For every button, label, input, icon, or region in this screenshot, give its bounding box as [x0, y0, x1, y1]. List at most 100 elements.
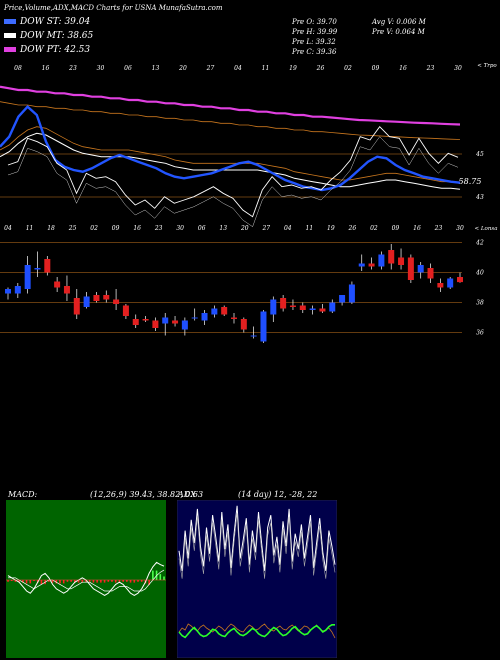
legend-swatch-icon: [4, 47, 16, 52]
date-label: 30: [456, 225, 464, 232]
candle: [54, 277, 61, 292]
candle-body: [181, 320, 188, 330]
candle: [24, 256, 31, 294]
macd-params: (12,26,9) 39.43, 38.82, 0.63: [90, 490, 204, 499]
date-label: 04: [234, 65, 242, 72]
candle: [191, 308, 198, 321]
candle-body: [221, 307, 228, 315]
candle-body: [309, 308, 316, 310]
candle-body: [152, 320, 159, 328]
candle: [34, 251, 41, 277]
candle-body: [122, 305, 129, 316]
candle-body: [83, 296, 90, 307]
date-label: 09: [392, 225, 400, 232]
candle-body: [142, 319, 149, 321]
date-label: 02: [344, 65, 352, 72]
pre-low: Pre L: 39.32: [292, 38, 336, 46]
candle: [181, 317, 188, 336]
legend-label: DOW PT: 42.53: [20, 45, 91, 55]
pre-close: Pre C: 39.36: [292, 48, 337, 56]
candle-body: [280, 298, 287, 309]
date-label: 11: [26, 225, 34, 232]
candle: [339, 295, 346, 306]
price-label: 58.75: [459, 177, 482, 186]
adx-line: [178, 505, 336, 571]
candle-body: [319, 308, 326, 312]
candle-body: [427, 268, 434, 279]
date-label: 16: [42, 65, 50, 72]
date-label: 13: [219, 225, 227, 232]
date-label: 30: [97, 65, 105, 72]
date-label: 13: [152, 65, 160, 72]
candle-body: [270, 299, 277, 315]
date-label: 09: [112, 225, 120, 232]
ema-mid-line: [0, 132, 461, 190]
candle: [398, 248, 405, 270]
date-label: 02: [370, 225, 378, 232]
ema-long-line: [0, 85, 461, 126]
signal-line: [8, 569, 165, 592]
candle-body: [398, 257, 405, 265]
candle: [289, 299, 296, 310]
candle: [368, 257, 375, 270]
candle-body: [348, 284, 355, 303]
candle: [211, 305, 218, 318]
candle-body: [54, 281, 61, 288]
candle-body: [289, 305, 296, 307]
macd-background: [6, 500, 166, 658]
adx-params: (14 day) 12, -28, 22: [238, 490, 318, 499]
adx-panel: [177, 500, 337, 658]
candle: [329, 299, 336, 313]
candle: [44, 256, 51, 276]
date-label: 25: [68, 225, 77, 232]
date-label: 06: [198, 225, 206, 232]
candle: [270, 296, 277, 322]
candle: [447, 277, 454, 289]
candle: [201, 310, 208, 325]
candle-body: [329, 302, 336, 312]
candle: [378, 251, 385, 270]
date-label: 19: [289, 65, 297, 72]
candle-body: [191, 317, 198, 319]
candle: [231, 313, 237, 324]
candle-body: [407, 257, 414, 280]
candle: [152, 317, 159, 331]
date-label: 19: [327, 225, 335, 232]
candle: [388, 244, 395, 270]
candle: [122, 304, 129, 319]
candle-body: [113, 299, 120, 304]
candle: [319, 304, 326, 313]
candle-body: [437, 283, 444, 288]
y-tick-label: 38: [476, 300, 484, 307]
legend-dow-mt: DOW MT: 38.65: [4, 31, 93, 41]
candle: [5, 287, 11, 300]
candle-body: [172, 320, 179, 324]
candle-body: [63, 286, 70, 294]
candle: [358, 254, 365, 271]
candle-body: [14, 286, 21, 294]
date-label: 26: [348, 225, 357, 232]
candle: [299, 302, 306, 313]
candle-body: [5, 289, 11, 294]
date-label: 16: [133, 225, 141, 232]
candle: [348, 281, 355, 304]
y-tick-label: 40: [475, 270, 484, 277]
date-label: 27: [206, 65, 215, 72]
candle: [172, 316, 179, 327]
legend-label: DOW ST: 39.04: [20, 17, 91, 27]
candle: [280, 295, 287, 312]
ema-fast-line: [0, 105, 461, 192]
date-label: 23: [426, 65, 435, 72]
legend-dow-pt: DOW PT: 42.53: [4, 45, 90, 55]
plus-di-line: [178, 623, 336, 639]
candle-body: [368, 263, 375, 267]
candle: [14, 283, 21, 298]
candle: [457, 272, 463, 283]
candle: [73, 289, 80, 319]
pre-high: Pre H: 39.99: [292, 28, 338, 36]
date-label: 30: [454, 65, 462, 72]
candle-body: [34, 268, 41, 270]
candle-body: [457, 277, 463, 283]
candle-body: [24, 265, 31, 289]
price-trace-line: [7, 126, 459, 218]
